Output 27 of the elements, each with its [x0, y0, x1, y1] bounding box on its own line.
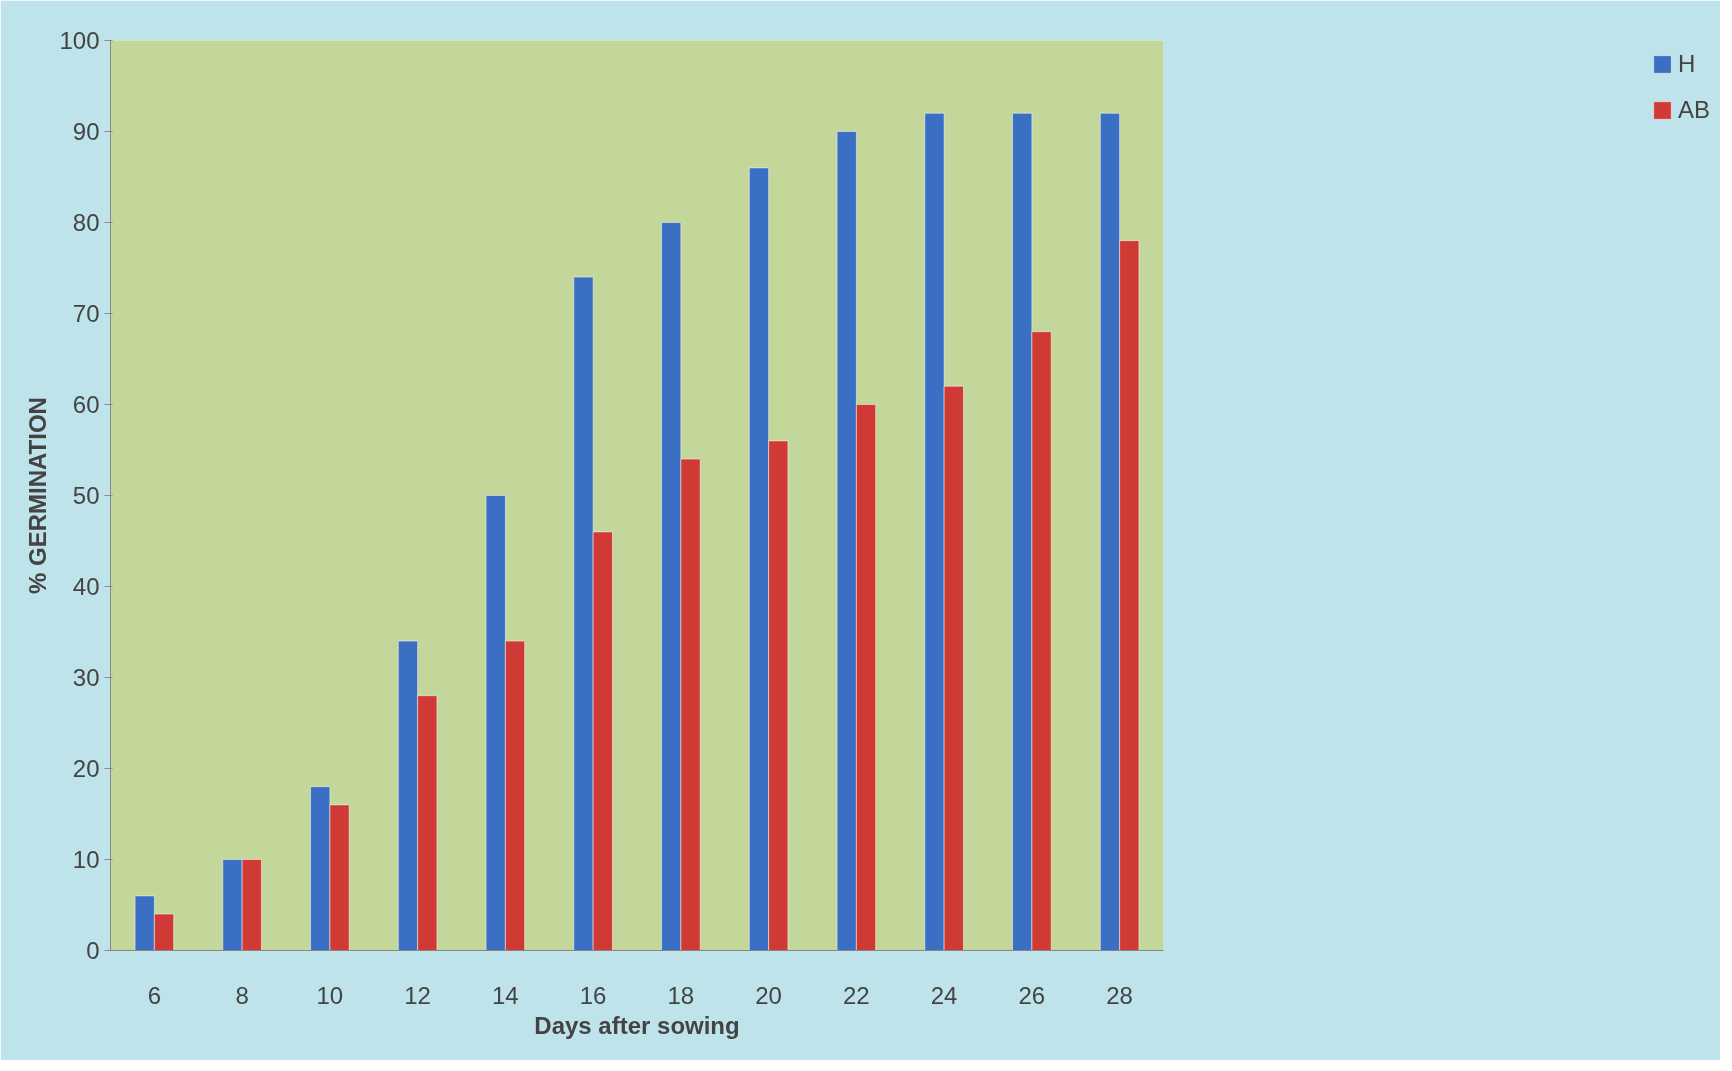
- x-tick-label: 26: [1018, 981, 1046, 1009]
- x-tick-label: 22: [843, 981, 870, 1009]
- x-tick-label: 18: [667, 981, 695, 1009]
- x-tick-label: 8: [235, 981, 249, 1009]
- x-tick-label: 10: [316, 981, 344, 1009]
- x-axis-title: Days after sowing: [534, 1011, 740, 1039]
- y-tick-label: 80: [72, 209, 100, 236]
- x-tick-label: 20: [755, 981, 782, 1009]
- y-tick-label: 50: [72, 482, 100, 509]
- x-tick-label: 24: [930, 981, 958, 1009]
- y-tick-label: 100: [59, 27, 100, 54]
- y-tick-label: 10: [72, 846, 100, 873]
- y-axis-title: % GERMINATION: [24, 397, 52, 594]
- legend-label: AB: [1677, 96, 1710, 124]
- x-tick-label: 12: [404, 981, 431, 1009]
- y-tick-label: 30: [72, 664, 100, 691]
- x-tick-label: 16: [579, 981, 607, 1009]
- y-tick-label: 40: [72, 573, 100, 600]
- legend-label: H: [1677, 50, 1697, 78]
- y-tick-label: 0: [86, 937, 100, 964]
- x-tick-label: 14: [492, 981, 519, 1009]
- y-tick-label: 70: [72, 300, 100, 327]
- x-tick-label: 6: [147, 981, 162, 1009]
- x-tick-label: 28: [1106, 981, 1133, 1009]
- y-tick-label: 90: [72, 118, 100, 145]
- y-tick-label: 60: [72, 391, 100, 418]
- y-tick-label: 20: [72, 755, 100, 782]
